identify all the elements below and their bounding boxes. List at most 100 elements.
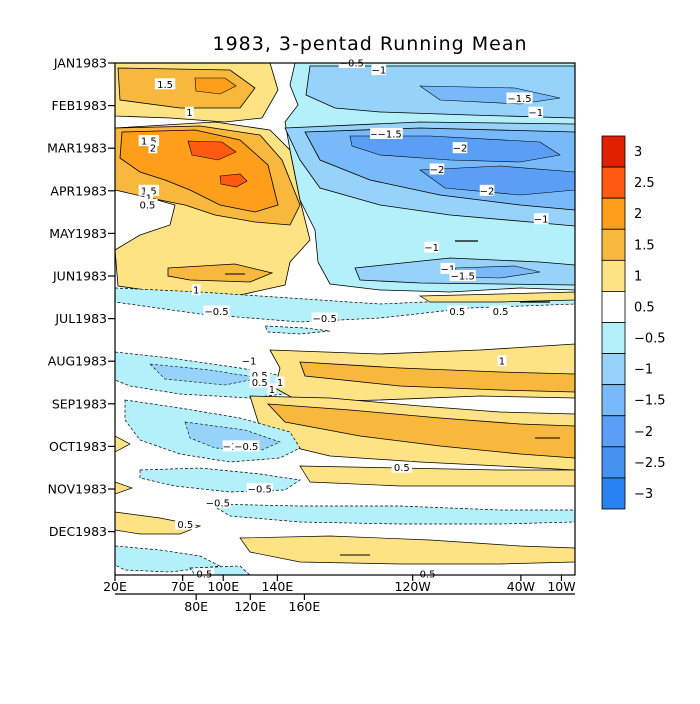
contour-label-bg <box>391 461 413 473</box>
contour-label-text: 0.5 <box>140 201 156 212</box>
contour-label-bg <box>449 270 476 281</box>
contour-label: −2 <box>430 163 445 176</box>
chart-title: 1983, 3-pentad Running Mean <box>212 33 527 55</box>
contour-label-text: 1 <box>277 378 283 389</box>
contour-label: 1 <box>185 106 194 119</box>
contour-label: −2 <box>480 184 495 197</box>
contour-label-text: −0.5 <box>313 314 337 325</box>
pos-region-oct-west <box>115 435 131 453</box>
contour-label: −0.5 <box>246 483 273 496</box>
contour-label: 2 <box>148 142 158 155</box>
colorbar-label: 0.5 <box>634 300 655 315</box>
contour-label-text: −2 <box>430 165 445 176</box>
colorbar-segment <box>601 259 626 292</box>
neg-region-jul-05b <box>264 325 331 335</box>
colorbar-segment <box>601 228 626 261</box>
contour-field <box>115 63 575 575</box>
x-tick-label: 100E <box>207 579 239 594</box>
contour-label-text: 0.5 <box>394 463 410 474</box>
contour-label-bg <box>249 376 270 388</box>
contour-label-text: −0.5 <box>206 499 230 510</box>
pos-region-jun-1 <box>167 263 274 283</box>
contour-label: 0.5 <box>249 369 270 382</box>
contour-label-bg <box>194 568 215 580</box>
contour-label-text: −2 <box>453 144 468 155</box>
pos-region-nov-west <box>115 481 134 495</box>
y-tick-label: AUG1983 <box>48 354 107 369</box>
pos-region-nov-05 <box>299 465 575 487</box>
contour-label-text: −2 <box>480 186 495 197</box>
contour-label-bg <box>506 92 533 104</box>
contour-label: 1 <box>275 376 285 389</box>
colorbar-segment <box>601 197 626 230</box>
contour-label: 0.5 <box>490 305 511 318</box>
contour-label: −0.5 <box>311 312 338 325</box>
contour-label: −1 <box>440 262 456 275</box>
colorbar-label: −1.5 <box>634 394 666 409</box>
pos-region-dec-05b <box>239 535 575 565</box>
contour-label: 0.5 <box>137 199 158 212</box>
contour-label-text: −1.5 <box>377 130 401 141</box>
contour-label-text: 0.5 <box>177 520 193 531</box>
contour-label-text: 1 <box>186 108 192 119</box>
contour-label: −0.5 <box>203 305 230 318</box>
contour-label-bg <box>440 262 456 274</box>
contour-label-text: −0.5 <box>234 442 258 453</box>
contour-label-bg <box>267 383 277 395</box>
neg-region-apr-2 <box>419 165 575 196</box>
contour-label-bg <box>275 376 285 388</box>
contour-label-text: −1 <box>371 66 386 77</box>
y-tick-label: MAR1983 <box>47 141 107 156</box>
contour-label: −1 <box>242 355 256 368</box>
colorbar-label: 1 <box>634 269 642 284</box>
colorbar-segment <box>601 415 626 448</box>
contour-label-text: 2 <box>150 144 156 155</box>
colorbar-label: 1.5 <box>634 238 655 253</box>
contour-label-bg <box>497 355 507 367</box>
pos-region-janfeb-15 <box>194 77 237 95</box>
y-tick-label: JAN1983 <box>53 56 107 71</box>
pos-region-marjun-2a <box>187 140 237 161</box>
x-tick-label: 70E <box>171 579 195 594</box>
neg-region-jul-05a <box>115 287 575 323</box>
neg-region-aug-1 <box>149 363 261 386</box>
contour-label: −1 <box>222 440 238 453</box>
contour-label-text: −0.5 <box>340 59 364 70</box>
x-minor-tick-label: 120E <box>234 599 266 614</box>
contour-label-bg <box>222 440 238 452</box>
contour-label: −2 <box>453 142 468 155</box>
contour-label-text: 1 <box>269 385 275 396</box>
contour-label: 1 <box>144 191 154 204</box>
contour-label-bg <box>138 184 160 196</box>
contour-label-text: −1 <box>440 264 455 275</box>
contour-label: 0.5 <box>249 376 270 389</box>
contour-label-text: 0.5 <box>252 378 268 389</box>
pos-region-aug-1 <box>299 361 575 393</box>
contour-label: 0.5 <box>175 518 196 531</box>
pos-region-janfeb-1 <box>117 67 256 109</box>
contour-label: 1 <box>267 383 277 396</box>
contour-label-text: 1.5 <box>141 137 157 148</box>
contour-label-text: −1 <box>424 243 439 254</box>
colorbar-label: −2.5 <box>634 456 666 471</box>
colorbar-segment <box>601 322 626 354</box>
contour-label: 1.5 <box>154 78 176 91</box>
contour-label: −1.5 <box>506 92 533 105</box>
contour-label-text: −0.5 <box>204 307 228 318</box>
contour-label-bg <box>203 305 230 317</box>
colorbar-segment <box>601 166 626 199</box>
x-tick-label: 10W <box>547 579 575 594</box>
contour-label: 0.5 <box>391 461 413 474</box>
x-tick-label: 120W <box>395 579 431 594</box>
contour-label-bg <box>246 483 273 494</box>
contour-label-bg <box>490 305 511 317</box>
contour-label-bg <box>233 440 260 452</box>
contour-label-text: 1 <box>499 357 505 368</box>
y-tick-label: OCT1983 <box>49 439 107 454</box>
contour-label-bg <box>311 312 338 324</box>
contour-label-text: −1 <box>528 108 543 119</box>
neg-region-dec-05 <box>115 545 222 573</box>
y-tick-label: APR1983 <box>50 183 107 198</box>
contour-label-text: −0.5 <box>248 485 272 496</box>
